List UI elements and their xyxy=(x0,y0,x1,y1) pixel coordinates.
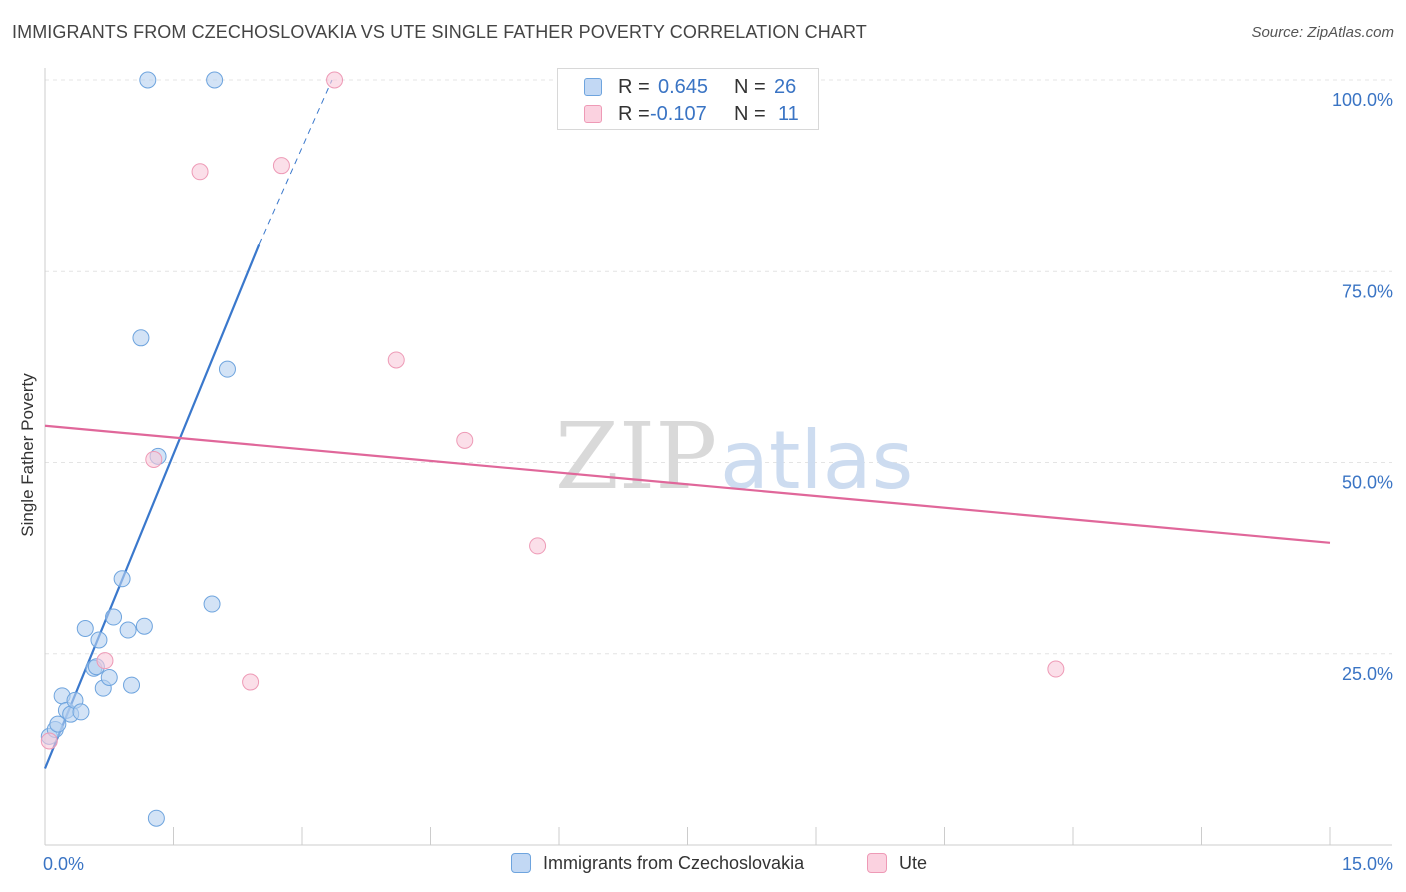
trend-lines xyxy=(43,79,1331,769)
legend-n-value: 26 xyxy=(774,76,797,98)
data-point xyxy=(1047,660,1065,678)
data-point xyxy=(218,360,236,378)
data-point xyxy=(191,163,209,181)
legend-r-label: R = xyxy=(618,76,650,98)
data-point xyxy=(456,431,474,449)
data-point xyxy=(72,703,90,721)
data-point xyxy=(242,673,260,691)
data-point xyxy=(123,676,141,694)
chart-source: Source: ZipAtlas.com xyxy=(1251,24,1394,41)
trend-line xyxy=(43,244,261,769)
x-tick-label: 15.0% xyxy=(1342,854,1393,874)
data-point xyxy=(529,537,547,555)
y-tick-label: 25.0% xyxy=(1342,664,1393,684)
bottom-legend-swatch-ute xyxy=(867,853,887,873)
bottom-legend-czechoslovakia: Immigrants from Czechoslovakia xyxy=(511,852,851,876)
data-point xyxy=(49,715,67,733)
legend-swatch-ute xyxy=(584,105,602,123)
data-point xyxy=(113,570,131,588)
data-points xyxy=(40,71,1065,827)
gridlines xyxy=(45,79,1392,655)
data-point xyxy=(132,329,150,347)
data-point xyxy=(90,631,108,649)
data-point xyxy=(40,732,58,750)
legend-swatch-czechoslovakia xyxy=(584,78,602,96)
data-point xyxy=(272,157,290,175)
watermark: ZIP atlas xyxy=(555,403,913,510)
y-tick-label: 100.0% xyxy=(1332,90,1393,110)
watermark-atlas: atlas xyxy=(720,414,913,507)
axes xyxy=(44,68,1392,846)
trend-line xyxy=(44,424,1331,544)
stats-legend: R = 0.645 N = 26 R = -0.107 N = 11 xyxy=(557,68,819,130)
data-point xyxy=(76,620,94,638)
data-point xyxy=(139,71,157,89)
bottom-legend-swatch-czechoslovakia xyxy=(511,853,531,873)
y-tick-label: 50.0% xyxy=(1342,473,1393,493)
bottom-legend-ute: Ute xyxy=(867,852,947,876)
x-tick-label: 0.0% xyxy=(43,854,84,874)
legend-r-value: 0.645 xyxy=(658,76,709,98)
data-point xyxy=(135,617,153,635)
data-point xyxy=(96,652,114,670)
legend-r-label: R = xyxy=(618,103,650,125)
watermark-zip: ZIP xyxy=(555,403,717,510)
bottom-legend-label: Immigrants from Czechoslovakia xyxy=(543,853,805,873)
data-point xyxy=(147,809,165,827)
y-axis-label: Single Father Poverty xyxy=(18,373,37,537)
legend-n-label: N = xyxy=(734,103,766,125)
data-point xyxy=(145,450,163,468)
bottom-legend-label: Ute xyxy=(899,853,928,873)
legend-n-label: N = xyxy=(734,76,766,98)
tick-labels: 25.0% 50.0% 75.0% 100.0% 0.0% 15.0% xyxy=(43,90,1393,874)
legend-n-value: 11 xyxy=(778,103,799,125)
data-point xyxy=(105,608,123,626)
chart-title: IMMIGRANTS FROM CZECHOSLOVAKIA VS UTE SI… xyxy=(12,22,867,42)
data-point xyxy=(206,71,224,89)
legend-r-value: -0.107 xyxy=(650,103,707,125)
legend-row-ute: R = -0.107 N = 11 xyxy=(558,101,818,129)
trend-line-extension xyxy=(258,79,333,245)
y-tick-label: 75.0% xyxy=(1342,281,1393,301)
data-point xyxy=(326,71,344,89)
legend-row-czechoslovakia: R = 0.645 N = 26 xyxy=(558,74,818,102)
data-point xyxy=(203,595,221,613)
data-point xyxy=(387,351,405,369)
data-point xyxy=(100,668,118,686)
data-point xyxy=(119,621,137,639)
